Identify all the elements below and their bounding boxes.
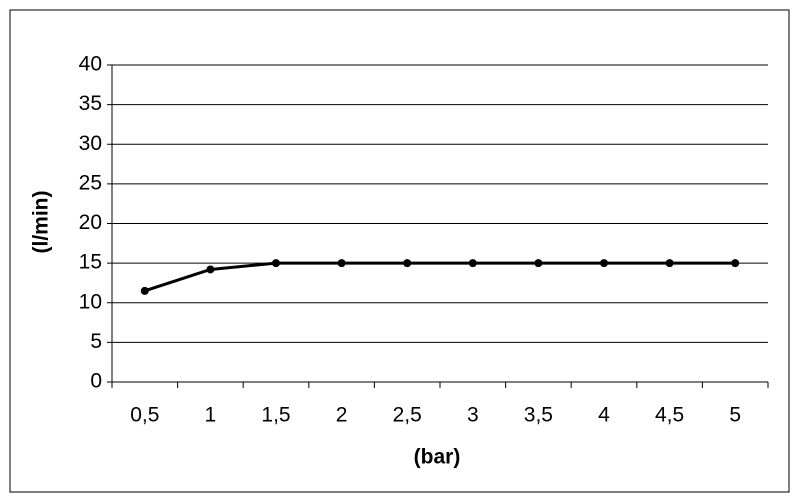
x-axis-title: (bar) xyxy=(414,446,461,469)
data-point xyxy=(272,259,280,268)
x-tick-label: 2,5 xyxy=(393,404,422,427)
x-tick-label: 3,5 xyxy=(524,404,553,427)
y-tick-label: 40 xyxy=(79,53,102,76)
data-point xyxy=(600,259,608,268)
y-tick-label: 20 xyxy=(79,211,102,234)
x-tick-label: 1 xyxy=(205,404,217,427)
x-tick-label: 5 xyxy=(729,404,741,427)
y-tick-label: 10 xyxy=(79,290,102,313)
y-tick-label: 0 xyxy=(90,370,102,393)
data-point xyxy=(665,259,674,268)
data-point xyxy=(534,259,543,268)
data-point xyxy=(337,259,346,268)
y-tick-label: 30 xyxy=(79,132,102,155)
y-tick-label: 5 xyxy=(90,330,102,353)
y-tick-label: 15 xyxy=(79,251,102,274)
y-axis-title: (l/min) xyxy=(30,191,53,254)
x-tick-label: 4 xyxy=(598,404,610,427)
x-tick-label: 0,5 xyxy=(130,404,159,427)
data-line xyxy=(144,261,736,293)
chart-frame xyxy=(9,9,790,493)
x-tick-label: 3 xyxy=(467,404,479,427)
data-point xyxy=(403,259,412,268)
y-tick-label: 25 xyxy=(79,171,102,194)
x-tick-label: 4,5 xyxy=(655,404,684,427)
data-point xyxy=(468,259,477,268)
data-point xyxy=(140,286,149,295)
x-tick-label: 1,5 xyxy=(261,404,290,427)
x-tick-label: 2 xyxy=(336,404,348,427)
y-tick-label: 35 xyxy=(79,92,102,115)
data-point xyxy=(731,259,740,268)
data-point xyxy=(206,265,215,274)
